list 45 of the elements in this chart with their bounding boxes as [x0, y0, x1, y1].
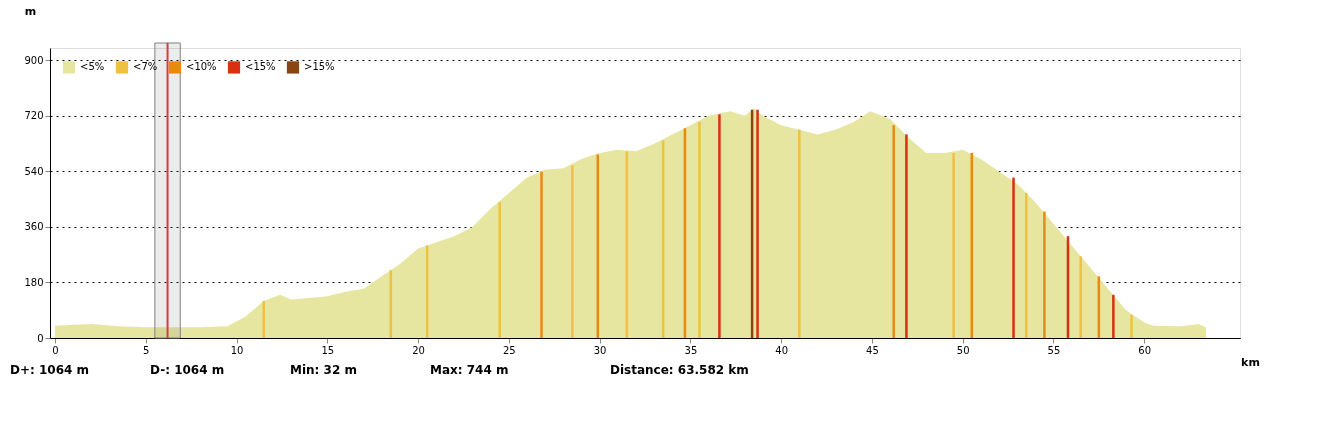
- legend-label: >15%: [304, 61, 335, 73]
- y-tick-label: 360: [24, 221, 44, 233]
- bar: [905, 134, 908, 338]
- y-tick-label: 180: [24, 276, 44, 288]
- y-axis-title: m: [24, 4, 37, 18]
- x-tick-label: 15: [321, 344, 335, 356]
- text: Distance: 63.582 km: [610, 363, 749, 377]
- x-tick-label: 30: [593, 344, 607, 356]
- bar: [540, 171, 543, 338]
- x-tick-label: 45: [866, 344, 879, 356]
- bar: [718, 114, 721, 338]
- bar: [571, 165, 574, 338]
- x-tick-label: 5: [143, 344, 150, 356]
- legend-label: <7%: [133, 61, 158, 73]
- x-tick-label: 55: [1047, 344, 1061, 356]
- y-tick-label: 0: [37, 332, 44, 344]
- legend-label: <10%: [186, 61, 217, 73]
- bar: [1012, 177, 1015, 338]
- bar: [1079, 256, 1082, 338]
- x-tick-label: 40: [775, 344, 789, 356]
- x-tick-label: 25: [502, 344, 516, 356]
- bar: [952, 152, 955, 338]
- text: D+: 1064 m: [10, 363, 90, 377]
- x-axis-title: km: [1241, 355, 1260, 369]
- x-tick-label: 20: [412, 344, 425, 356]
- legend-label: <5%: [80, 61, 105, 73]
- bar: [1043, 211, 1046, 338]
- bar: [1130, 314, 1133, 338]
- y-tick-label: 540: [24, 165, 44, 177]
- bar: [1112, 294, 1115, 338]
- x-tick-label: 50: [956, 344, 970, 356]
- bar: [698, 122, 701, 338]
- text: Min: 32 m: [290, 363, 357, 377]
- bar: [798, 129, 801, 338]
- x-tick-label: 60: [1138, 344, 1152, 356]
- bar: [892, 125, 895, 338]
- legend-label: <15%: [245, 61, 276, 73]
- bar: [756, 109, 759, 338]
- text: Max: 744 m: [430, 363, 509, 377]
- x-tick-label: 10: [230, 344, 244, 356]
- x-tick-label: 35: [684, 344, 698, 356]
- y-tick-label: 720: [24, 110, 44, 122]
- x-tick-label: 0: [52, 344, 59, 356]
- y-tick-label: 900: [24, 54, 44, 66]
- text: D-: 1064 m: [150, 363, 225, 377]
